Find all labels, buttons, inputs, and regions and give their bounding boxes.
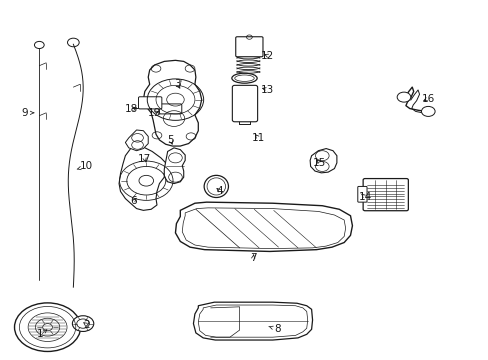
- Circle shape: [15, 303, 81, 351]
- Text: 14: 14: [358, 192, 371, 202]
- FancyBboxPatch shape: [363, 179, 407, 211]
- Text: 2: 2: [83, 320, 90, 330]
- Text: 9: 9: [21, 108, 34, 118]
- Polygon shape: [143, 60, 201, 146]
- Circle shape: [421, 107, 434, 116]
- Text: 18: 18: [125, 104, 138, 114]
- Polygon shape: [125, 130, 148, 151]
- Text: 7: 7: [249, 253, 256, 263]
- Polygon shape: [119, 145, 166, 210]
- Text: 5: 5: [167, 135, 174, 145]
- Text: 17: 17: [138, 154, 151, 164]
- Text: 4: 4: [217, 186, 223, 197]
- Circle shape: [72, 316, 94, 332]
- FancyBboxPatch shape: [232, 85, 257, 122]
- Text: 6: 6: [130, 196, 137, 206]
- FancyBboxPatch shape: [138, 97, 162, 109]
- FancyBboxPatch shape: [235, 37, 263, 57]
- FancyBboxPatch shape: [357, 186, 366, 202]
- Polygon shape: [193, 302, 312, 340]
- Text: 13: 13: [261, 85, 274, 95]
- Text: 12: 12: [261, 51, 274, 61]
- Text: 10: 10: [77, 161, 93, 171]
- Text: 19: 19: [148, 108, 161, 118]
- Text: 1: 1: [37, 329, 47, 339]
- Text: 8: 8: [268, 324, 280, 334]
- Text: 15: 15: [313, 158, 326, 168]
- FancyBboxPatch shape: [159, 104, 182, 114]
- Polygon shape: [175, 202, 352, 251]
- Polygon shape: [309, 149, 336, 173]
- Text: 3: 3: [174, 79, 181, 89]
- Circle shape: [396, 92, 410, 102]
- Text: 11: 11: [251, 133, 264, 143]
- Polygon shape: [164, 148, 185, 184]
- Text: 16: 16: [421, 94, 434, 104]
